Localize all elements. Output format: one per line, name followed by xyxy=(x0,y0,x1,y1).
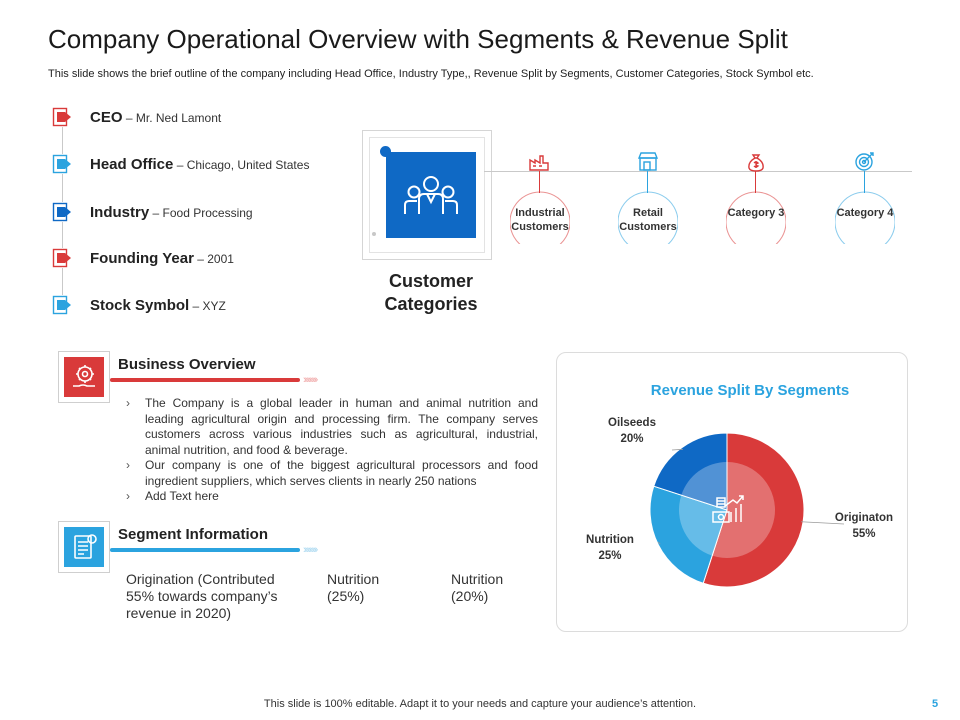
customer-categories-inner-frame xyxy=(369,137,485,253)
pie-value-label: 55% xyxy=(852,528,875,540)
info-label: CEO xyxy=(90,108,123,126)
segment-information-title: Segment Information xyxy=(118,526,269,543)
category-stem xyxy=(755,171,756,193)
category-label: Industrial Customers xyxy=(511,207,569,233)
pie-inner-highlight xyxy=(679,495,727,556)
segment-column-nutrition-20: Nutrition (20%) xyxy=(451,571,504,604)
business-overview-title: Business Overview xyxy=(118,356,256,373)
info-value: – 2001 xyxy=(193,251,234,266)
chart-title: Revenue Split By Segments xyxy=(650,382,850,399)
page-number: 5 xyxy=(932,698,939,710)
info-text: Head Office – Chicago, United States xyxy=(90,156,309,173)
info-text: CEO – Mr. Ned Lamont xyxy=(90,109,221,126)
pie-inner-highlight xyxy=(712,462,775,558)
info-value: – Food Processing xyxy=(149,205,253,220)
category-stem xyxy=(647,171,648,193)
money-bag-icon xyxy=(744,150,768,172)
pie-value-label: 20% xyxy=(620,433,643,445)
customers-group-icon xyxy=(386,152,476,238)
gear-hand-icon xyxy=(64,357,104,397)
info-text: Founding Year – 2001 xyxy=(90,250,234,267)
pie-leader-line xyxy=(801,521,845,525)
info-value: – XYZ xyxy=(189,298,226,313)
customer-categories-small-dot xyxy=(372,232,376,236)
info-label: Stock Symbol xyxy=(90,296,190,314)
arrow-bullet-icon xyxy=(52,107,72,127)
revenue-pie-chart: Originaton 55% Nutrition 25% Oilseeds 20% xyxy=(586,417,893,588)
arrow-bullet-icon xyxy=(52,248,72,268)
bullet-item: Add Text here xyxy=(126,489,538,505)
pie-leader-line xyxy=(657,541,661,545)
info-label: Founding Year xyxy=(90,249,194,267)
segment-information-bar xyxy=(110,548,300,552)
shop-icon xyxy=(636,150,660,172)
info-text: Stock Symbol – XYZ xyxy=(90,297,226,314)
info-row: Industry – Food Processing xyxy=(52,202,253,222)
document-icon xyxy=(64,527,104,567)
target-icon xyxy=(853,150,877,172)
pie-slice-nutrition xyxy=(649,485,728,584)
business-overview-chevrons: ›››››››› xyxy=(303,374,318,386)
segment-column-nutrition-25: Nutrition (25%) xyxy=(327,571,380,604)
arrow-bullet-icon xyxy=(52,202,72,222)
categories-connector-line xyxy=(484,171,912,172)
info-row: Head Office – Chicago, United States xyxy=(52,154,309,174)
segment-column-origination: Origination (Contributed 55% towards com… xyxy=(126,571,278,621)
factory-icon xyxy=(528,150,552,172)
category-label: Retail Customers xyxy=(619,207,677,233)
slide-title: Company Operational Overview with Segmen… xyxy=(48,24,788,54)
customer-categories-label: Customer Categories xyxy=(384,271,478,314)
pie-value-label: 25% xyxy=(598,550,621,562)
segment-information-chevrons: ›››››››› xyxy=(303,544,318,556)
pie-slice-oilseeds xyxy=(653,432,728,511)
info-text: Industry – Food Processing xyxy=(90,204,253,221)
business-overview-bar xyxy=(110,378,300,382)
arrow-bullet-icon xyxy=(52,154,72,174)
pie-category-label: Oilseeds xyxy=(608,417,656,429)
category-label: Category 4 xyxy=(836,207,894,219)
customer-categories-frame xyxy=(362,130,492,260)
category-label: Category 3 xyxy=(727,207,785,219)
bullet-item: Our company is one of the biggest agricu… xyxy=(126,458,538,489)
customer-categories-dot xyxy=(380,146,391,157)
info-row: Stock Symbol – XYZ xyxy=(52,295,226,315)
info-label: Head Office xyxy=(90,155,174,173)
pie-category-label: Originaton xyxy=(835,512,893,524)
segment-information-icon-box xyxy=(58,521,110,573)
info-row: Founding Year – 2001 xyxy=(52,248,234,268)
pie-category-label: Nutrition xyxy=(586,534,634,546)
pie-leader-line xyxy=(671,448,683,451)
bullet-item: The Company is a global leader in human … xyxy=(126,396,538,458)
slide-subtitle: This slide shows the brief outline of th… xyxy=(48,68,814,80)
business-overview-icon-box xyxy=(58,351,110,403)
money-growth-icon xyxy=(712,495,744,523)
business-overview-bullets: The Company is a global leader in human … xyxy=(126,396,538,505)
info-label: Industry xyxy=(90,203,150,221)
info-value: – Mr. Ned Lamont xyxy=(122,110,222,125)
pie-inner-highlight xyxy=(681,462,727,510)
info-value: – Chicago, United States xyxy=(173,157,310,172)
info-row: CEO – Mr. Ned Lamont xyxy=(52,107,221,127)
arrow-bullet-icon xyxy=(52,295,72,315)
category-stem xyxy=(864,171,865,193)
category-stem xyxy=(539,171,540,193)
footer-note: This slide is 100% editable. Adapt it to… xyxy=(263,698,697,710)
